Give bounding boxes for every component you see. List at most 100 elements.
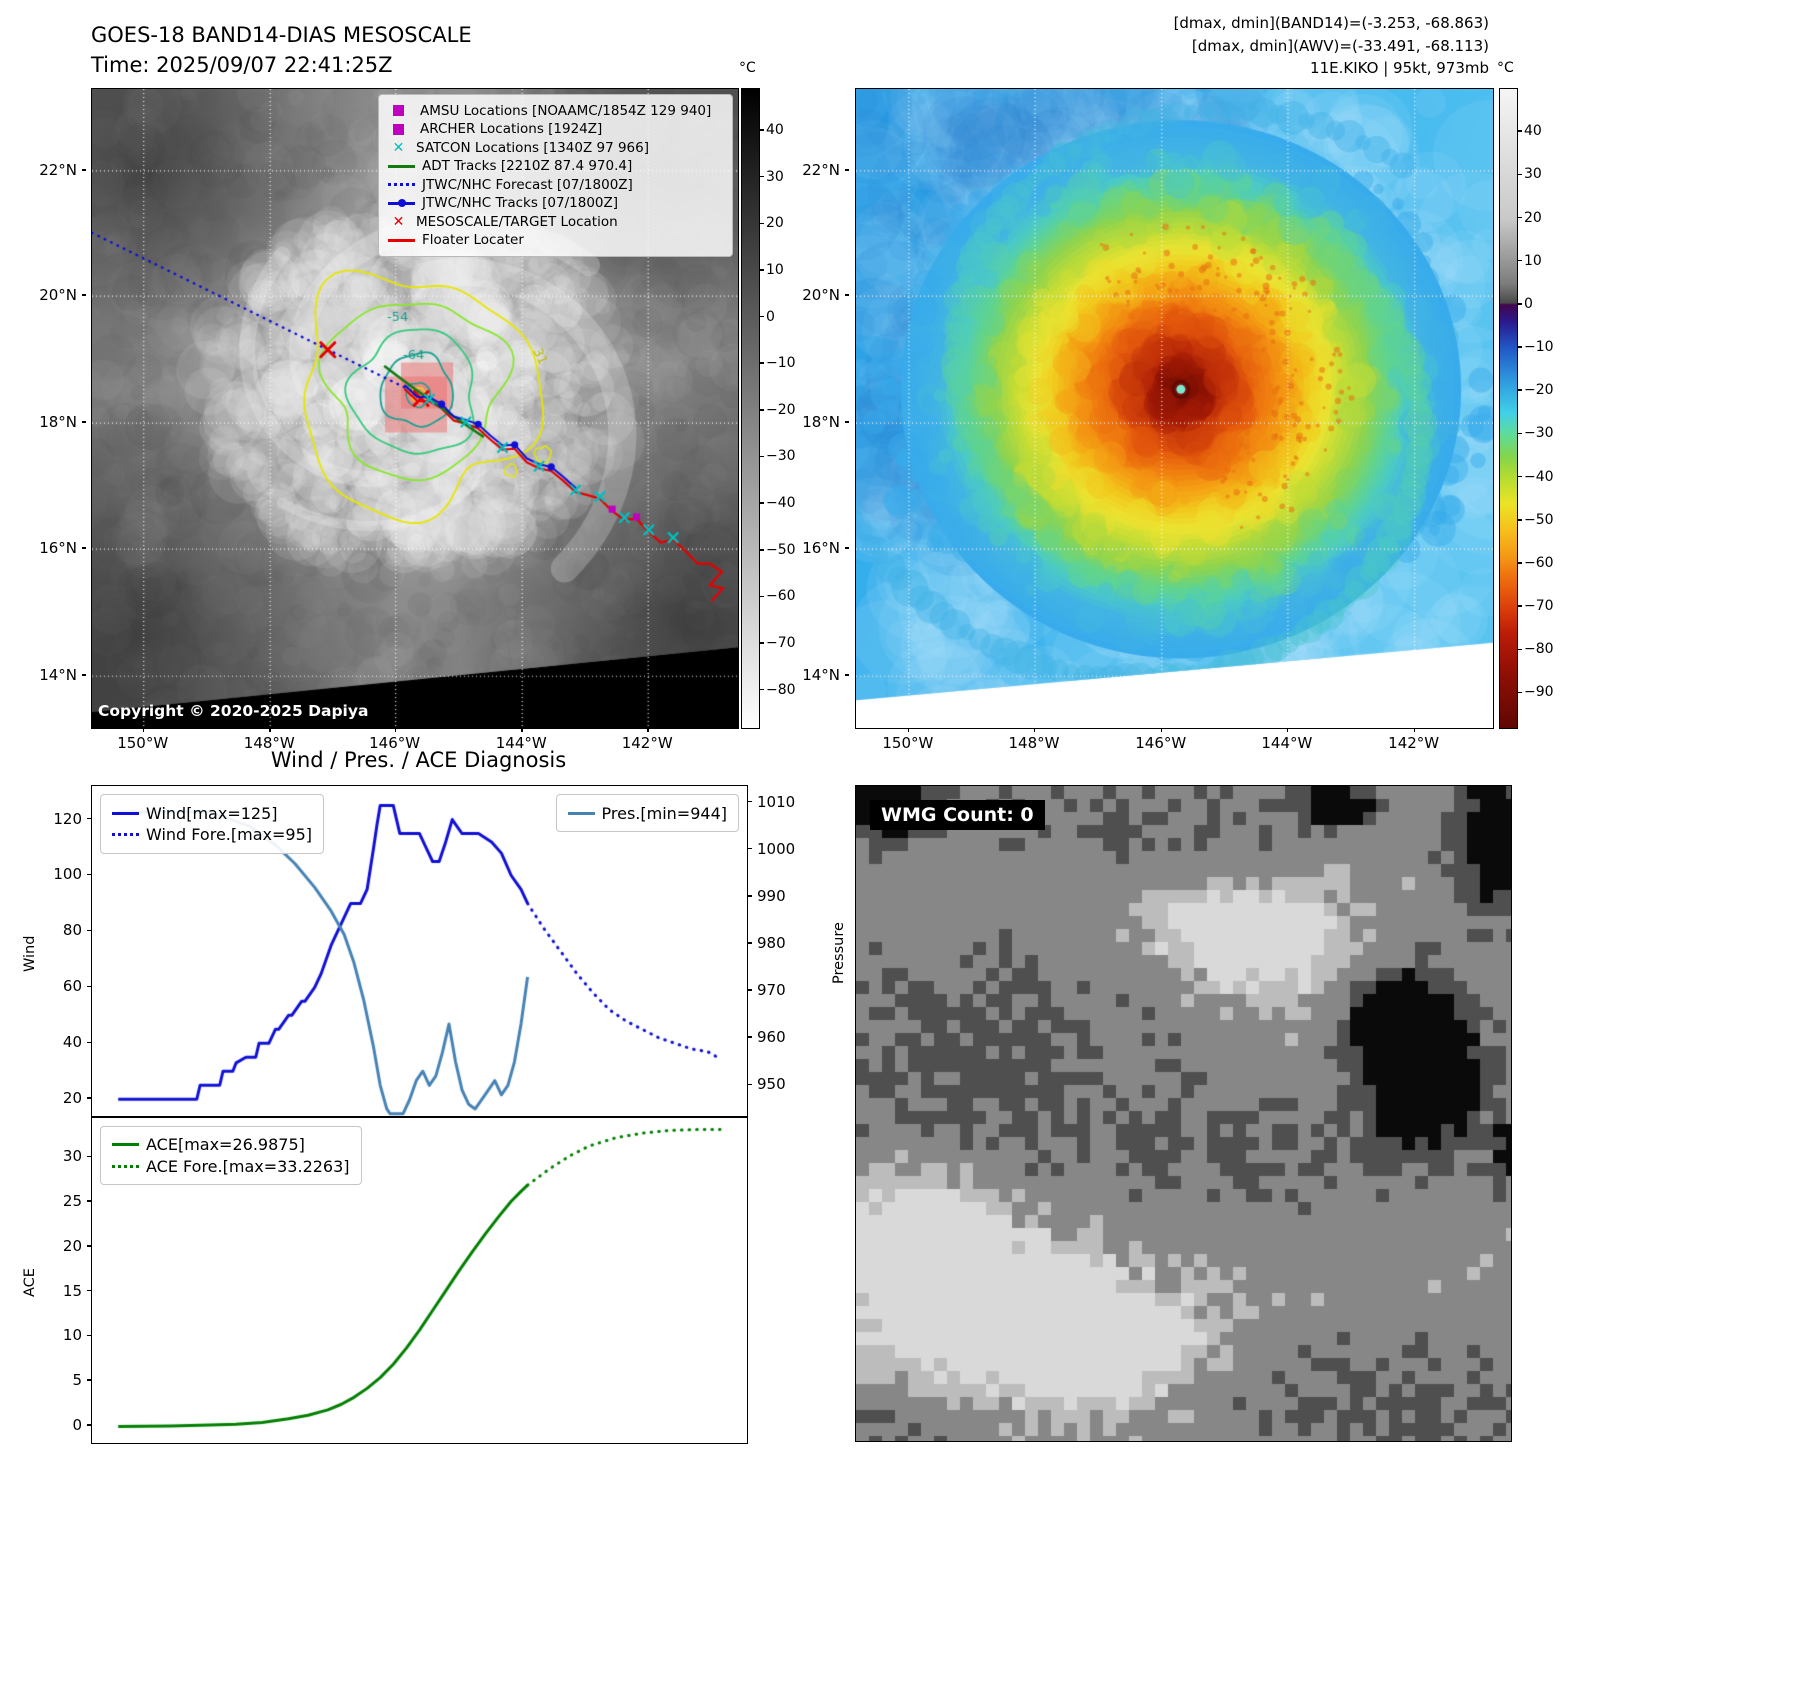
band14-map-panel[interactable]: AMSU Locations [NOAAMC/1854Z 129 940] ARC… (91, 88, 739, 729)
colorbar-tick-mark (1518, 389, 1522, 391)
colorbar-tick-mark (760, 222, 764, 224)
lat-tick-label: 18°N (802, 413, 840, 432)
ace-legend: ACE[max=26.9875] ACE Fore.[max=33.2263] (100, 1125, 362, 1185)
lat-tick-label: 20°N (802, 286, 840, 305)
y-tick-label: 20 (62, 1089, 82, 1108)
lon-tick-mark (394, 728, 397, 732)
wind-pressure-chart[interactable]: Wind[max=125] Wind Fore.[max=95] Pres.[mi… (91, 785, 748, 1117)
legend-item: Floater Locater (388, 232, 723, 248)
lon-tick-mark (142, 728, 145, 732)
lat-tick-mark (82, 674, 86, 676)
colorbar-tick-mark (1518, 303, 1522, 305)
band14-colorbar-gradient (741, 88, 760, 729)
colorbar-tick-label: −70 (1524, 598, 1554, 615)
lon-tick-label: 142°W (621, 734, 673, 752)
colorbar-tick-mark (1518, 691, 1522, 694)
colorbar-tick-mark (1518, 216, 1522, 219)
legend-item: ARCHER Locations [1924Z] (388, 121, 723, 137)
colorbar-tick-mark (760, 642, 764, 644)
colorbar-tick-label: −50 (766, 541, 796, 558)
wmg-panel[interactable]: WMG Count: 0 (855, 785, 1512, 1442)
colorbar-tick-label: 0 (766, 308, 775, 325)
y-tick-mark (87, 985, 91, 988)
lon-tick-label: 146°W (1135, 734, 1187, 752)
legend-label: Floater Locater (422, 232, 524, 248)
lat-tick-label: 16°N (802, 539, 840, 558)
y-tick-mark (748, 1083, 752, 1086)
ace-y-axis: 0 5 10 15 20 25 30 (43, 1116, 91, 1441)
colorbar-tick-mark (760, 409, 764, 411)
y-tick-mark (87, 1041, 91, 1044)
lon-tick-mark (1286, 728, 1289, 732)
awv-satellite-image (856, 89, 1493, 728)
x-legend-marker: ✕ (392, 213, 405, 230)
lat-tick-label: 14°N (802, 666, 840, 685)
lat-tick-label: 22°N (802, 160, 840, 179)
colorbar-tick-label: 10 (766, 261, 784, 278)
colorbar-tick-mark (760, 315, 764, 318)
legend-label: ACE Fore.[max=33.2263] (146, 1156, 350, 1176)
y-tick-mark (87, 1200, 91, 1202)
dmax-dmin-band14-label: [dmax, dmin](BAND14)=(-3.253, -68.863) (1173, 14, 1489, 32)
lat-tick-mark (82, 169, 86, 171)
legend-label: MESOSCALE/TARGET Location (416, 213, 618, 230)
lat-tick-mark (845, 421, 849, 423)
y-tick-label: 970 (757, 981, 786, 1000)
y-tick-mark (87, 929, 91, 932)
y-tick-label: 5 (72, 1371, 82, 1390)
legend-item: Pres.[min=944] (567, 804, 727, 823)
awv-longitude-axis: 150°W 148°W 146°W 144°W 142°W (855, 728, 1492, 754)
colorbar-tick-mark (760, 595, 764, 598)
y-tick-label: 980 (757, 933, 786, 952)
colorbar-tick-label: −70 (766, 635, 796, 652)
y-tick-label: 25 (62, 1192, 82, 1211)
legend-label: ADT Tracks [2210Z 87.4 970.4] (422, 158, 633, 174)
y-tick-mark (87, 1424, 91, 1426)
legend-label: ARCHER Locations [1924Z] (420, 121, 603, 137)
legend-item: ACE Fore.[max=33.2263] (112, 1157, 350, 1176)
y-tick-label: 10 (62, 1326, 82, 1345)
colorbar-tick-mark (760, 362, 764, 364)
colorbar-tick-label: −60 (766, 588, 796, 605)
pressure-axis-label: Pressure (831, 922, 847, 984)
colorbar-tick-mark (1518, 519, 1522, 521)
colorbar-tick-label: −80 (766, 681, 796, 698)
y-tick-label: 120 (53, 809, 82, 828)
lat-tick-label: 18°N (39, 413, 77, 432)
band14-title-block: GOES-18 BAND14-DIAS MESOSCALE Time: 2025… (91, 20, 472, 81)
lat-tick-mark (845, 674, 849, 676)
colorbar-tick-label: −30 (1524, 425, 1554, 442)
line-legend-marker (388, 164, 415, 168)
colorbar-tick-mark (1518, 648, 1522, 651)
y-tick-mark (748, 1036, 752, 1038)
legend-line-dot (398, 199, 406, 207)
band14-legend: AMSU Locations [NOAAMC/1854Z 129 940] ARC… (378, 94, 733, 257)
wind-axis-label: Wind (22, 935, 38, 972)
colorbar-tick-mark (1518, 432, 1522, 435)
colorbar-tick-mark (1518, 605, 1522, 607)
y-tick-label: 1010 (757, 792, 796, 811)
awv-map-panel[interactable] (855, 88, 1494, 729)
legend-item: JTWC/NHC Forecast [07/1800Z] (388, 177, 723, 193)
y-tick-mark (87, 1289, 91, 1292)
colorbar-tick-label: 30 (1524, 166, 1542, 183)
pressure-legend: Pres.[min=944] (555, 794, 739, 832)
legend-item: ✕ SATCON Locations [1340Z 97 966] (388, 140, 723, 156)
awv-header-block: [dmax, dmin](BAND14)=(-3.253, -68.863) [… (900, 12, 1489, 80)
legend-item: ADT Tracks [2210Z 87.4 970.4] (388, 158, 723, 174)
copyright-label: Copyright © 2020-2025 Dapiya (98, 702, 369, 720)
y-tick-mark (87, 1097, 91, 1099)
ace-chart[interactable]: ACE[max=26.9875] ACE Fore.[max=33.2263] (91, 1116, 748, 1444)
colorbar-tick-label: 40 (1524, 123, 1542, 140)
diagnosis-title: Wind / Pres. / ACE Diagnosis (270, 748, 567, 772)
colorbar-tick-label: −60 (1524, 554, 1554, 571)
lat-tick-mark (845, 169, 849, 171)
lon-tick-label: 150°W (117, 734, 169, 752)
colorbar-tick-label: −40 (766, 495, 796, 512)
legend-item: Wind Fore.[max=95] (112, 825, 312, 844)
colorbar-tick-mark (1518, 562, 1522, 564)
awv-colorbar-gradient (1499, 88, 1518, 729)
colorbar-tick-label: 0 (1524, 295, 1533, 312)
legend-label: ACE[max=26.9875] (146, 1135, 305, 1154)
band14-title: GOES-18 BAND14-DIAS MESOSCALE (91, 23, 472, 47)
